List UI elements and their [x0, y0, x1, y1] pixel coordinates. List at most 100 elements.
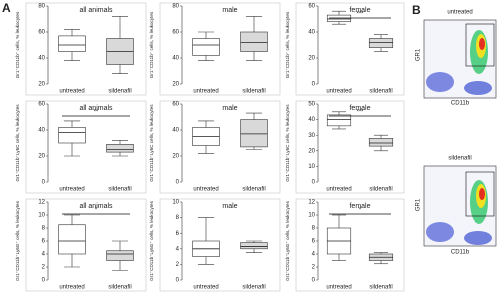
- panel-label: A: [2, 1, 11, 15]
- y-axis-label: Gr1⁺CD11b⁺Ly6C cells, % leukocytes: [15, 104, 20, 182]
- y-tick-label: 20: [308, 56, 315, 62]
- y-tick-label: 4: [312, 252, 316, 258]
- box: [240, 31, 268, 52]
- y-tick-label: 40: [38, 128, 45, 134]
- y-axis-label: Gr1⁺CD11b⁺ cells, % leukocytes: [15, 11, 20, 78]
- x-tick-label: sildenafil: [108, 187, 131, 193]
- box: [326, 114, 352, 127]
- x-tick-label: sildenafil: [242, 89, 265, 95]
- y-tick-label: 4: [176, 246, 180, 252]
- y-tick-label: 20: [38, 154, 45, 160]
- chart-title: all animals: [79, 203, 113, 210]
- flow-ylabel: GR1: [416, 198, 422, 211]
- y-tick-label: 6: [312, 239, 316, 245]
- flow-xlabel: CD11b: [451, 101, 470, 107]
- y-tick-label: 0: [42, 278, 46, 284]
- y-tick-label: 8: [42, 226, 46, 232]
- x-tick-label: sildenafil: [242, 285, 265, 291]
- y-tick-label: 20: [38, 82, 45, 88]
- flow-title: sildenafil: [448, 156, 471, 162]
- box: [368, 138, 394, 147]
- y-tick-label: 60: [38, 102, 45, 108]
- plot-frame: [159, 2, 281, 96]
- significance-label: ***: [356, 12, 364, 18]
- x-tick-label: sildenafil: [108, 89, 131, 95]
- y-tick-label: 10: [172, 200, 179, 206]
- flow-plot: untreated GR1 CD11b: [416, 10, 497, 107]
- plot-frame: [25, 100, 147, 194]
- y-axis-label: Gr1⁺CD11b⁺ cells, % leukocytes: [149, 11, 154, 78]
- y-tick-label: 60: [172, 102, 179, 108]
- y-tick-label: 0: [312, 180, 316, 186]
- x-tick-label: sildenafil: [108, 285, 131, 291]
- x-tick-label: untreated: [326, 89, 351, 95]
- panel-label: B: [412, 3, 421, 17]
- x-tick-label: sildenafil: [369, 187, 392, 193]
- y-tick-label: 80: [38, 4, 45, 10]
- significance-label: ***: [356, 110, 364, 116]
- y-tick-label: 6: [42, 239, 46, 245]
- x-tick-label: sildenafil: [242, 187, 265, 193]
- y-tick-label: 40: [308, 30, 315, 36]
- plot-frame: [295, 100, 405, 194]
- y-tick-label: 8: [176, 215, 180, 221]
- flow-title: untreated: [447, 10, 472, 16]
- x-tick-label: untreated: [193, 187, 218, 193]
- box: [58, 35, 86, 52]
- significance-label: *: [359, 208, 362, 214]
- plot-frame: [159, 100, 281, 194]
- y-tick-label: 30: [308, 133, 315, 139]
- chart-title: female: [349, 7, 370, 14]
- chart-title: male: [222, 105, 237, 112]
- box: [192, 38, 220, 56]
- y-tick-label: 80: [172, 4, 179, 10]
- box: [240, 119, 268, 148]
- y-axis-label: Gr1⁺CD11b⁺ cells, % leukocytes: [285, 11, 290, 78]
- flow-xlabel: CD11b: [451, 250, 470, 256]
- plot-frame: [25, 198, 147, 292]
- y-tick-label: 20: [172, 82, 179, 88]
- y-axis-label: Gr1⁺CD11b⁺Ly6G⁺ cells, % leukocytes: [285, 200, 290, 280]
- y-tick-label: 60: [308, 4, 315, 10]
- y-axis-label: Gr1⁺CD11b⁺Ly6G⁺ cells, % leukocytes: [149, 200, 154, 280]
- y-axis-label: Gr1⁺CD11b⁺Ly6C cells, % leukocytes: [285, 104, 290, 182]
- x-tick-label: untreated: [193, 285, 218, 291]
- flow-ylabel: GR1: [416, 48, 422, 61]
- x-tick-label: sildenafil: [369, 89, 392, 95]
- y-tick-label: 4: [42, 252, 46, 258]
- box: [58, 224, 86, 255]
- x-tick-label: untreated: [59, 89, 84, 95]
- chart-title: all animals: [79, 7, 113, 14]
- y-tick-label: 0: [42, 180, 46, 186]
- x-tick-label: untreated: [59, 187, 84, 193]
- y-tick-label: 0: [312, 278, 316, 284]
- y-tick-label: 2: [312, 265, 316, 271]
- flow-plot: sildenafil GR1 CD11b: [416, 156, 497, 256]
- chart-title: female: [349, 105, 370, 112]
- x-tick-label: untreated: [326, 285, 351, 291]
- plot-frame: [159, 198, 281, 292]
- y-tick-label: 40: [172, 56, 179, 62]
- y-tick-label: 0: [176, 278, 180, 284]
- y-tick-label: 50: [308, 102, 315, 108]
- y-tick-label: 10: [308, 213, 315, 219]
- y-tick-label: 0: [312, 82, 316, 88]
- x-tick-label: sildenafil: [369, 285, 392, 291]
- x-tick-label: untreated: [59, 285, 84, 291]
- y-tick-label: 12: [38, 200, 45, 206]
- box: [106, 144, 134, 153]
- y-tick-label: 2: [176, 262, 180, 268]
- y-tick-label: 40: [38, 56, 45, 62]
- chart-title: male: [222, 203, 237, 210]
- y-tick-label: 12: [308, 200, 315, 206]
- y-tick-label: 6: [176, 231, 180, 237]
- y-tick-label: 10: [308, 164, 315, 170]
- chart-title: all animals: [79, 105, 113, 112]
- box: [58, 127, 86, 144]
- plot-frame: [25, 2, 147, 96]
- y-tick-label: 20: [172, 154, 179, 160]
- y-axis-label: Gr1⁺CD11b⁺Ly6G⁺ cells, % leukocytes: [15, 200, 20, 280]
- y-axis-label: Gr1⁺CD11b⁺Ly6C cells, % leukocytes: [149, 104, 154, 182]
- x-tick-label: untreated: [193, 89, 218, 95]
